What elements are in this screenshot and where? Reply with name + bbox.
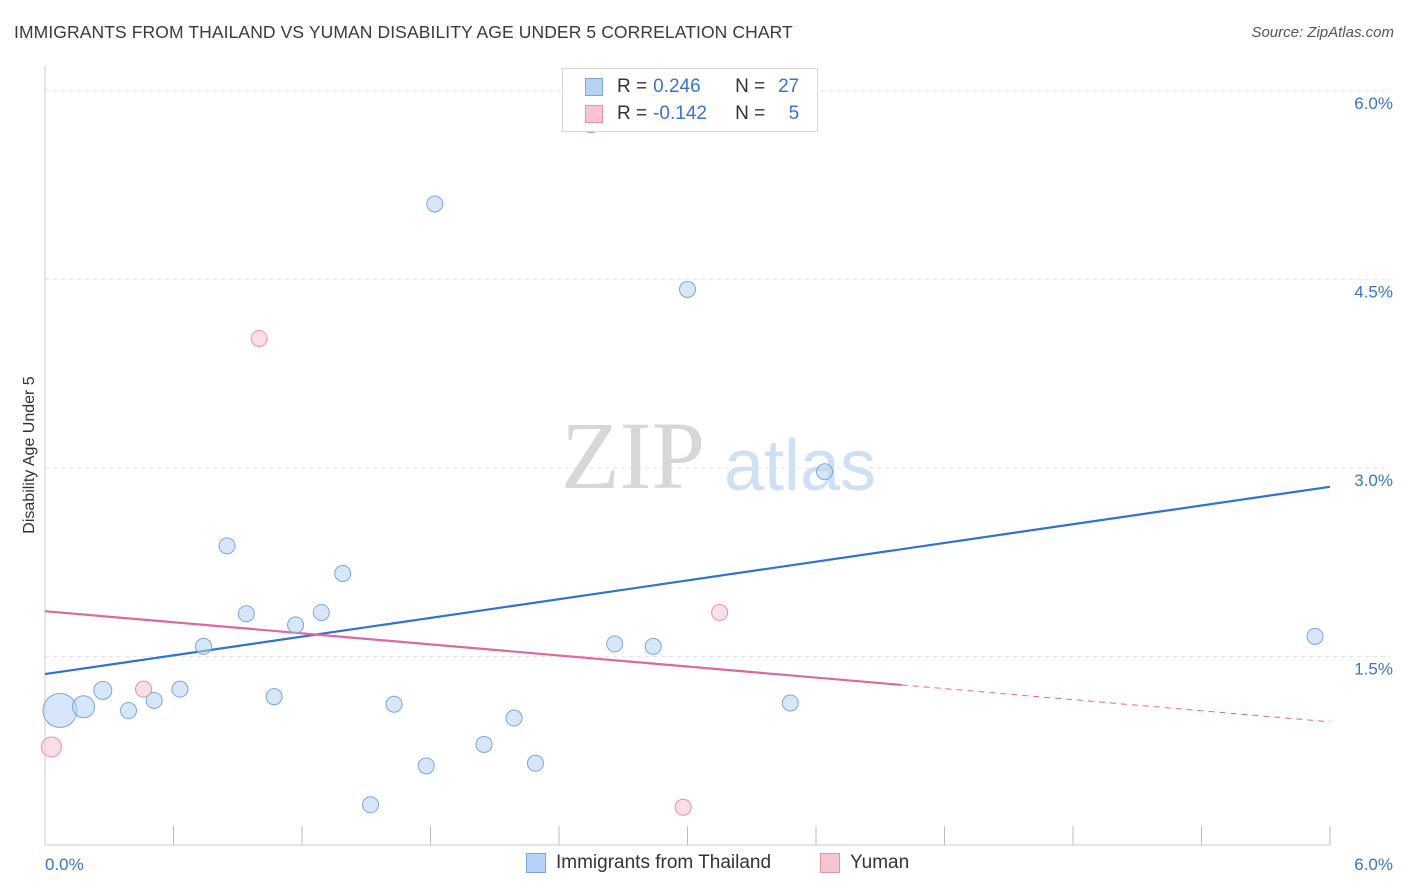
x-tick-label: 6.0% — [1354, 855, 1393, 874]
grid-lines — [45, 90, 1390, 657]
source-label: Source: ZipAtlas.com — [1251, 24, 1394, 41]
chart-title: IMMIGRANTS FROM THAILAND VS YUMAN DISABI… — [14, 22, 793, 42]
trend-line-extension-pink — [901, 684, 1331, 723]
n-value: 27 — [778, 76, 800, 97]
r-value: 0.246 — [653, 76, 701, 97]
data-point-pink — [135, 680, 153, 698]
legend-label-thailand: Immigrants from Thailand — [556, 852, 772, 873]
legend-label-yuman: Yuman — [850, 852, 910, 873]
r-label: R = — [617, 76, 648, 97]
data-point-blue — [606, 635, 624, 653]
data-point-pink — [40, 736, 62, 758]
legend-swatch-blue — [585, 78, 603, 96]
legend-swatch-blue — [526, 853, 546, 873]
watermark-atlas: atlas — [724, 426, 876, 506]
y-tick-label: 3.0% — [1354, 471, 1393, 490]
data-point-blue — [42, 693, 78, 729]
data-point-blue — [505, 709, 523, 727]
y-tick-label: 6.0% — [1354, 94, 1393, 113]
r-label: R = — [617, 103, 648, 124]
data-point-blue — [362, 796, 380, 814]
data-point-blue — [120, 702, 138, 720]
data-point-pink — [674, 798, 692, 816]
data-point-pink — [711, 603, 729, 621]
legend-swatch-pink — [820, 853, 840, 873]
data-point-blue — [93, 680, 113, 700]
n-label: N = — [735, 76, 766, 97]
data-point-blue — [72, 695, 96, 719]
legend-swatch-pink — [585, 105, 603, 123]
data-point-blue — [334, 565, 352, 583]
y-axis-label: Disability Age Under 5 — [21, 376, 38, 534]
series-legend-yuman[interactable]: Yuman — [820, 852, 909, 874]
data-point-blue — [194, 637, 212, 655]
tick-labels: 1.5% 3.0% 4.5% 6.0% 0.0% 6.0% — [45, 94, 1393, 874]
y-tick-label: 4.5% — [1354, 282, 1393, 301]
data-point-blue — [237, 605, 255, 623]
series-legend-thailand[interactable]: Immigrants from Thailand — [526, 852, 771, 874]
data-point-blue — [1306, 627, 1324, 645]
data-point-blue — [171, 680, 189, 698]
data-point-blue — [526, 754, 544, 772]
watermark: ZIP atlas — [561, 402, 876, 509]
trend-line-blue — [44, 485, 1331, 676]
watermark-zip: ZIP — [561, 402, 705, 509]
legend-row-yuman: R = -0.142 N = 5 — [585, 100, 799, 128]
data-point-blue — [312, 603, 330, 621]
trend-line-pink — [44, 610, 902, 687]
data-point-blue — [385, 695, 403, 713]
data-point-blue — [426, 195, 444, 213]
correlation-legend: R = 0.246 N = 27 R = -0.142 N = 5 — [562, 68, 818, 132]
data-points — [40, 116, 1324, 816]
data-point-blue — [287, 616, 305, 634]
data-point-blue — [781, 694, 799, 712]
trend-lines — [44, 485, 1331, 723]
data-point-blue — [644, 637, 662, 655]
n-label: N = — [735, 103, 766, 124]
data-point-blue — [218, 537, 236, 555]
axes — [44, 66, 1331, 846]
data-point-blue — [816, 463, 834, 481]
data-point-blue — [145, 691, 163, 709]
r-value: -0.142 — [653, 103, 707, 124]
data-point-blue — [417, 757, 435, 775]
n-value: 5 — [788, 103, 800, 124]
data-point-pink — [250, 329, 268, 347]
data-point-blue — [679, 280, 696, 298]
data-point-blue — [265, 688, 283, 706]
y-tick-label: 1.5% — [1354, 659, 1393, 678]
x-tick-label: 0.0% — [45, 855, 84, 874]
legend-row-thailand: R = 0.246 N = 27 — [585, 73, 799, 101]
data-point-blue — [475, 735, 493, 753]
